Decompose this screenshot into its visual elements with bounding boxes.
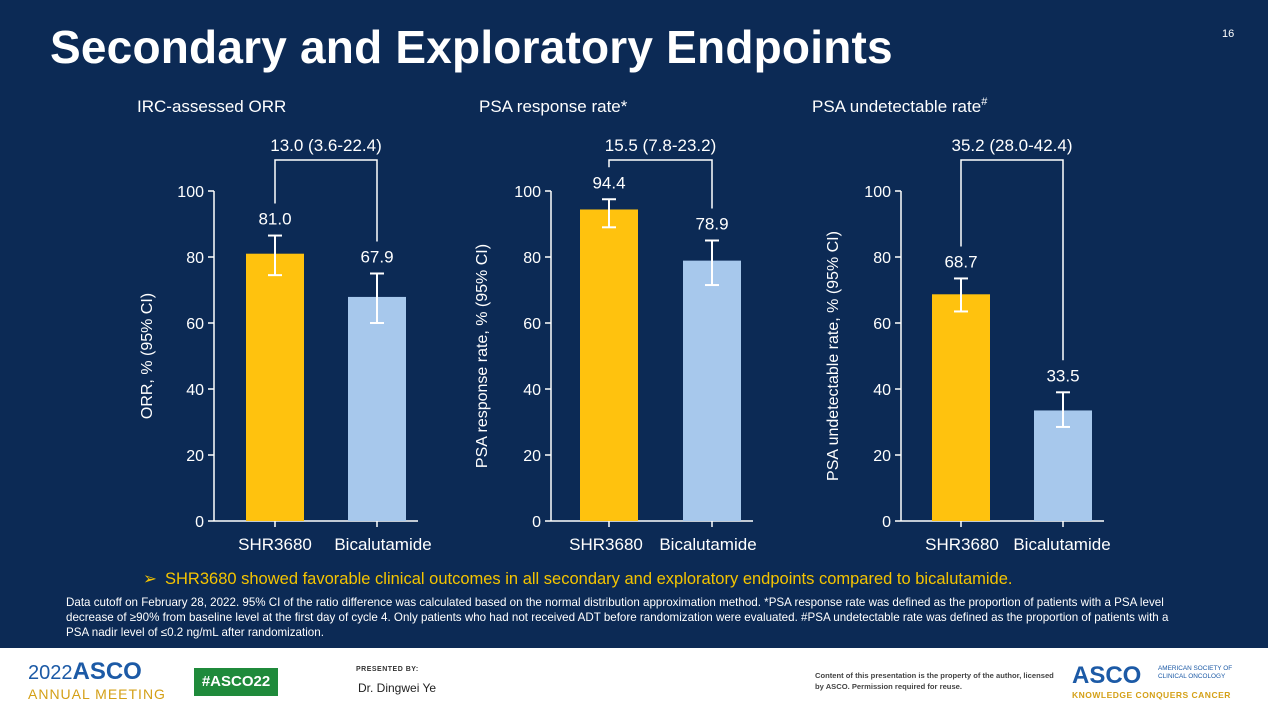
difference-bracket	[274, 159, 378, 242]
difference-label: 35.2 (28.0-42.4)	[952, 136, 1073, 155]
y-tick-label: 80	[873, 250, 891, 267]
footnote: Data cutoff on February 28, 2022. 95% CI…	[66, 596, 1169, 639]
meeting-asco: ASCO	[72, 658, 142, 685]
meeting-logo: 2022ASCO	[28, 658, 142, 686]
category-label: SHR3680	[925, 535, 999, 554]
y-axis-label: ORR, % (95% CI)	[139, 293, 156, 419]
y-tick-label: 100	[864, 184, 891, 201]
copyright-note: Content of this presentation is the prop…	[815, 671, 1054, 691]
page-number: 16	[1222, 28, 1235, 40]
data-label: 33.5	[1046, 366, 1079, 385]
y-tick-label: 60	[186, 316, 204, 333]
footer: 2022ASCO ANNUAL MEETING #ASCO22 PRESENTE…	[0, 648, 1268, 714]
bar-bicalutamide	[1034, 410, 1092, 521]
meeting-year: 2022	[28, 662, 73, 684]
difference-bracket	[608, 159, 713, 209]
category-label: Bicalutamide	[659, 535, 756, 554]
y-tick-label: 80	[186, 250, 204, 267]
category-label: SHR3680	[238, 535, 312, 554]
y-tick-label: 20	[186, 448, 204, 465]
y-tick-label: 20	[523, 448, 541, 465]
bar-bicalutamide	[348, 296, 406, 521]
difference-bracket	[960, 159, 1064, 361]
conclusion-text: SHR3680 showed favorable clinical outcom…	[165, 570, 1013, 588]
category-label: Bicalutamide	[334, 535, 431, 554]
chart-title: PSA undetectable rate#	[812, 96, 988, 116]
y-tick-label: 0	[195, 514, 204, 531]
data-label: 67.9	[360, 248, 393, 267]
y-axis-label: PSA response rate, % (95% CI)	[474, 244, 491, 468]
data-label: 68.7	[944, 252, 977, 271]
y-tick-label: 100	[514, 184, 541, 201]
y-tick-label: 60	[523, 316, 541, 333]
presenter-name: Dr. Dingwei Ye	[358, 681, 437, 695]
y-tick-label: 40	[186, 382, 204, 399]
bar-shr3680	[246, 253, 304, 521]
bar-bicalutamide	[683, 260, 741, 521]
difference-label: 15.5 (7.8-23.2)	[605, 136, 717, 155]
conclusion-bullet: ➢ SHR3680 showed favorable clinical outco…	[143, 569, 1012, 589]
meeting-label: ANNUAL MEETING	[28, 686, 166, 702]
bar-shr3680	[932, 294, 990, 521]
category-label: SHR3680	[569, 535, 643, 554]
data-label: 78.9	[695, 215, 728, 234]
bar-shr3680	[580, 209, 638, 522]
title-superscript: #	[981, 96, 988, 108]
asco-logo: ASCO	[1072, 662, 1142, 689]
data-label: 81.0	[258, 210, 291, 229]
y-tick-label: 80	[523, 250, 541, 267]
y-tick-label: 20	[873, 448, 891, 465]
asco-tagline: KNOWLEDGE CONQUERS CANCER	[1072, 690, 1231, 700]
difference-label: 13.0 (3.6-22.4)	[270, 136, 382, 155]
y-tick-label: 0	[532, 514, 541, 531]
y-tick-label: 40	[873, 382, 891, 399]
y-tick-label: 60	[873, 316, 891, 333]
chart-title: IRC-assessed ORR	[137, 97, 286, 116]
arrow-bullet-icon: ➢	[143, 570, 157, 588]
category-label: Bicalutamide	[1013, 535, 1110, 554]
hashtag-badge: #ASCO22	[194, 668, 278, 696]
asco-society-name: AMERICAN SOCIETY OF CLINICAL ONCOLOGY	[1158, 665, 1233, 680]
slide-title: Secondary and Exploratory Endpoints	[50, 21, 893, 73]
y-tick-label: 40	[523, 382, 541, 399]
presented-by-label: PRESENTED BY:	[356, 666, 419, 673]
chart-title: PSA response rate*	[479, 97, 628, 116]
y-tick-label: 100	[177, 184, 204, 201]
y-axis-label: PSA undetectable rate, % (95% CI)	[825, 231, 842, 481]
y-tick-label: 0	[882, 514, 891, 531]
data-label: 94.4	[592, 173, 625, 192]
